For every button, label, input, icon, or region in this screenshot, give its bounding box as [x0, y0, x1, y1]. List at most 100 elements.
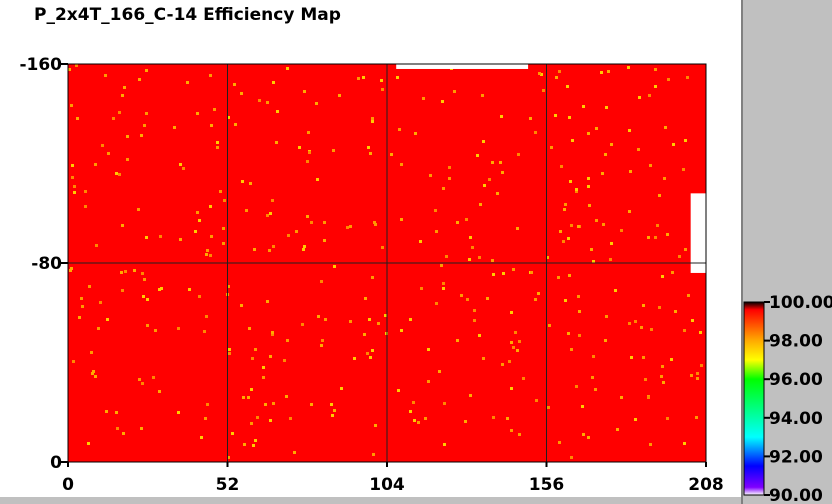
- heatmap-pixel: [72, 360, 75, 363]
- heatmap-pixel: [540, 73, 543, 76]
- heatmap-pixel: [251, 357, 254, 360]
- heatmap-pixel: [566, 85, 569, 88]
- heatmap-pixel: [80, 297, 83, 300]
- heatmap-pixel: [488, 178, 491, 181]
- heatmap-pixel: [271, 199, 274, 202]
- heatmap-pixel: [478, 256, 481, 259]
- heatmap-pixel: [293, 451, 296, 454]
- heatmap-pixel: [141, 382, 144, 385]
- heatmap-pixel: [672, 143, 675, 146]
- heatmap-pixel: [607, 70, 610, 73]
- heatmap-pixel: [91, 372, 94, 375]
- heatmap-pixel: [285, 395, 288, 398]
- heatmap-pixel: [196, 112, 199, 115]
- heatmap-pixel: [227, 456, 230, 459]
- heatmap-pixel: [562, 240, 565, 243]
- heatmap-pixel: [501, 171, 504, 174]
- heatmap-pixel: [249, 182, 252, 185]
- heatmap-pixel: [492, 416, 495, 419]
- heatmap-pixel: [266, 214, 269, 217]
- heatmap-pixel: [642, 356, 645, 359]
- heatmap-pixel: [559, 230, 562, 233]
- low-efficiency-region: [396, 64, 529, 69]
- x-tick-label: 104: [369, 475, 405, 495]
- heatmap-pixel: [422, 97, 425, 100]
- heatmap-pixel: [126, 158, 129, 161]
- heatmap-pixel: [683, 329, 686, 332]
- bottom-strip: [0, 497, 741, 504]
- heatmap-pixel: [587, 185, 590, 188]
- heatmap-pixel: [650, 328, 653, 331]
- heatmap-pixel: [353, 357, 356, 360]
- heatmap-pixel: [227, 116, 230, 119]
- heatmap-pixel: [101, 144, 104, 147]
- heatmap-pixel: [634, 320, 637, 323]
- heatmap-pixel: [435, 230, 438, 233]
- heatmap-pixel: [486, 297, 489, 300]
- heatmap-pixel: [276, 110, 279, 113]
- heatmap-pixel: [269, 212, 272, 215]
- heatmap-pixel: [320, 280, 323, 283]
- heatmap-pixel: [443, 443, 446, 446]
- heatmap-pixel: [349, 320, 352, 323]
- heatmap-pixel: [271, 331, 274, 334]
- heatmap-pixel: [204, 417, 207, 420]
- heatmap-pixel: [537, 292, 540, 295]
- heatmap-pixel: [194, 230, 197, 233]
- heatmap-pixel: [252, 444, 255, 447]
- heatmap-pixel: [146, 324, 149, 327]
- heatmap-pixel: [535, 399, 538, 402]
- heatmap-pixel: [88, 285, 91, 288]
- heatmap-pixel: [647, 396, 650, 399]
- heatmap-pixel: [582, 105, 585, 108]
- heatmap-pixel: [73, 191, 76, 194]
- heatmap-pixel: [69, 269, 72, 272]
- heatmap-pixel: [152, 376, 155, 379]
- heatmap-pixel: [177, 327, 180, 330]
- heatmap-pixel: [73, 185, 76, 188]
- heatmap-pixel: [575, 385, 578, 388]
- heatmap-pixel: [396, 76, 399, 79]
- heatmap-pixel: [465, 218, 468, 221]
- heatmap-pixel: [138, 378, 141, 381]
- heatmap-pixel: [362, 76, 365, 79]
- heatmap-pixel: [429, 174, 432, 177]
- heatmap-pixel: [242, 396, 245, 399]
- heatmap-pixel: [247, 396, 250, 399]
- heatmap-pixel: [567, 332, 570, 335]
- heatmap-pixel: [554, 114, 557, 117]
- heatmap-pixel: [115, 172, 118, 175]
- heatmap-pixel: [671, 271, 674, 274]
- heatmap-pixel: [272, 81, 275, 84]
- heatmap-pixel: [630, 356, 633, 359]
- heatmap-pixel: [372, 453, 375, 456]
- heatmap-pixel: [182, 167, 185, 170]
- heatmap-pixel: [121, 224, 124, 227]
- heatmap-pixel: [210, 235, 213, 238]
- heatmap-pixel: [323, 239, 326, 242]
- heatmap-pixel: [254, 348, 257, 351]
- heatmap-pixel: [575, 190, 578, 193]
- heatmap-pixel: [546, 256, 549, 259]
- heatmap-pixel: [442, 287, 445, 290]
- heatmap-pixel: [684, 248, 687, 251]
- heatmap-pixel: [658, 306, 661, 309]
- heatmap-pixel: [683, 442, 686, 445]
- heatmap-pixel: [568, 116, 571, 119]
- heatmap-pixel: [443, 402, 446, 405]
- heatmap-pixel: [118, 173, 121, 176]
- heatmap-pixel: [560, 165, 563, 168]
- heatmap-pixel: [674, 310, 677, 313]
- heatmap-pixel: [78, 316, 81, 319]
- heatmap-pixel: [400, 329, 403, 332]
- heatmap-pixel: [481, 94, 484, 97]
- heatmap-pixel: [441, 100, 444, 103]
- heatmap-pixel: [357, 77, 360, 80]
- heatmap-pixel: [71, 164, 74, 167]
- heatmap-pixel: [231, 432, 234, 435]
- heatmap-pixel: [368, 318, 371, 321]
- heatmap-pixel: [116, 427, 119, 430]
- heatmap-pixel: [412, 401, 415, 404]
- heatmap-pixel: [286, 67, 289, 70]
- heatmap-pixel: [283, 359, 286, 362]
